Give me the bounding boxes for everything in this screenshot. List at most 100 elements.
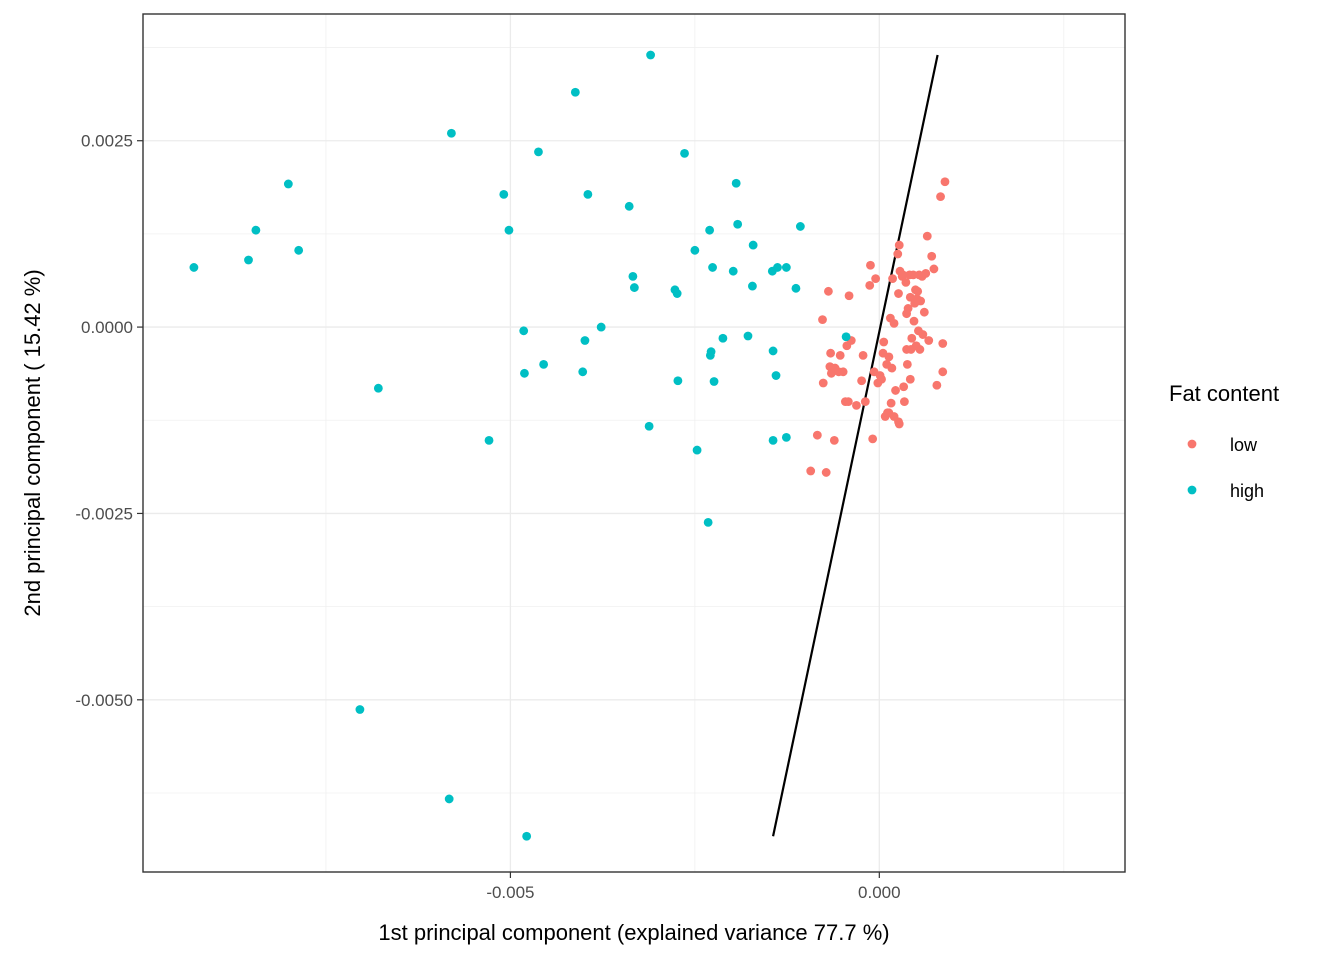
point-high	[673, 376, 683, 386]
x-tick-label: -0.005	[486, 883, 534, 902]
point-high	[583, 189, 593, 199]
point-high	[709, 377, 719, 386]
legend-label-high: high	[1230, 481, 1264, 501]
point-low	[887, 363, 897, 373]
x-axis-title: 1st principal component (explained varia…	[378, 920, 889, 945]
point-high	[748, 281, 757, 291]
point-low	[891, 386, 900, 395]
point-high	[690, 245, 700, 255]
point-high	[728, 266, 738, 276]
point-high	[189, 263, 199, 272]
point-high	[672, 289, 682, 298]
point-high	[703, 517, 713, 527]
point-high	[771, 371, 781, 380]
point-high	[768, 435, 778, 445]
point-high	[446, 128, 456, 138]
point-low	[932, 380, 942, 390]
point-high	[795, 222, 805, 231]
point-low	[835, 351, 845, 360]
point-high	[519, 326, 529, 336]
point-low	[871, 274, 881, 284]
point-high	[644, 421, 654, 431]
minor-gridlines	[143, 14, 1125, 872]
point-high	[570, 87, 580, 97]
y-tick-label: -0.0050	[75, 691, 133, 710]
point-low	[826, 348, 836, 358]
decision-boundary-line	[771, 54, 939, 837]
point-high	[748, 240, 758, 250]
x-tick-label: 0.000	[858, 883, 901, 902]
point-low	[903, 304, 913, 313]
point-low	[818, 315, 827, 325]
point-low	[901, 277, 911, 287]
legend-key-low	[1187, 439, 1197, 449]
point-high	[680, 148, 689, 158]
point-high	[706, 347, 716, 357]
point-low	[938, 339, 948, 348]
point-low	[916, 296, 926, 306]
point-low	[889, 318, 899, 328]
legend-key-high	[1187, 485, 1197, 495]
y-axis-title: 2nd principal component ( 15.42 %)	[20, 269, 45, 616]
point-low	[929, 264, 939, 274]
point-low	[879, 337, 889, 347]
point-low	[913, 286, 923, 296]
point-high	[355, 705, 365, 714]
point-high	[294, 245, 304, 255]
point-low	[884, 352, 894, 362]
point-low	[860, 397, 870, 407]
point-low	[868, 434, 878, 444]
point-high	[841, 332, 851, 342]
point-high	[522, 831, 532, 841]
point-high	[251, 225, 261, 235]
point-low	[806, 466, 816, 476]
y-axis: 0.0025 0.0000 -0.0025 -0.0050	[75, 132, 143, 710]
point-high	[484, 435, 494, 445]
point-high	[624, 201, 634, 211]
point-high	[718, 333, 728, 343]
point-low	[894, 240, 904, 250]
y-tick-label: 0.0000	[81, 318, 133, 337]
point-low	[893, 249, 903, 259]
point-low	[927, 251, 937, 261]
point-low	[919, 307, 929, 317]
point-low	[844, 291, 854, 301]
series-high	[189, 50, 851, 841]
point-low	[865, 280, 875, 290]
point-low	[894, 419, 904, 429]
point-low	[829, 435, 839, 445]
point-low	[902, 359, 912, 369]
point-high	[768, 346, 778, 356]
point-low	[918, 330, 928, 339]
y-tick-label: 0.0025	[81, 132, 133, 151]
point-low	[899, 382, 909, 392]
point-high	[628, 271, 638, 281]
point-high	[539, 359, 549, 369]
point-high	[692, 445, 702, 455]
point-low	[858, 351, 868, 360]
point-high	[520, 368, 529, 378]
point-low	[824, 286, 833, 296]
point-low	[936, 192, 945, 202]
point-low	[894, 289, 903, 298]
point-low	[909, 316, 919, 326]
point-high	[629, 283, 639, 292]
legend: Fat content low high	[1169, 381, 1279, 501]
point-high	[373, 383, 383, 393]
point-high	[743, 331, 753, 341]
point-high	[244, 255, 253, 265]
point-low	[886, 398, 896, 408]
point-low	[940, 177, 950, 187]
series-low	[806, 177, 950, 477]
point-low	[900, 397, 909, 407]
point-high	[773, 263, 782, 272]
point-high	[705, 225, 715, 235]
point-high	[444, 794, 454, 804]
x-axis: -0.005 0.000	[486, 872, 901, 902]
point-low	[922, 231, 932, 241]
decision-boundary-layer	[771, 54, 939, 837]
y-tick-label: -0.0025	[75, 504, 133, 523]
point-low	[852, 400, 861, 410]
